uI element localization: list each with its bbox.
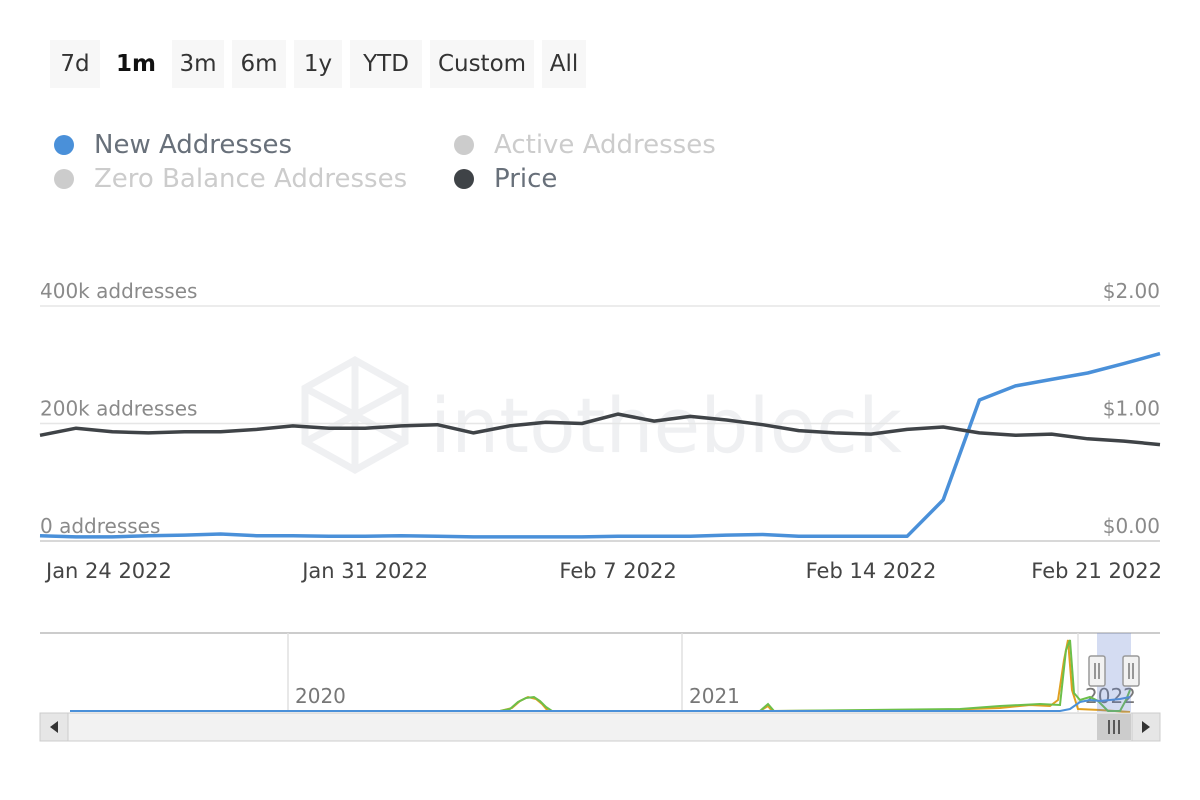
y-left-tick-label: 400k addresses	[40, 279, 197, 303]
legend-item-zero-balance-addresses[interactable]: Zero Balance Addresses	[54, 164, 407, 194]
y-right-tick-label: $0.00	[1103, 514, 1160, 538]
y-left-tick-label: 200k addresses	[40, 397, 197, 421]
navigator-year-label: 2021	[689, 684, 740, 708]
range-button-custom[interactable]: Custom	[430, 40, 534, 88]
series-line-new-addresses	[39, 351, 1161, 539]
scroll-right-button[interactable]	[1131, 712, 1161, 742]
intotheblock-logo-icon	[301, 355, 409, 475]
x-tick-label: Feb 21 2022	[1031, 559, 1162, 583]
legend-label: Active Addresses	[494, 130, 716, 160]
range-button-7d[interactable]: 7d	[50, 40, 100, 88]
navigator-scrollbar-track[interactable]	[39, 712, 1161, 742]
watermark: intotheblock	[301, 355, 902, 475]
y-left-tick-label: 0 addresses	[40, 514, 160, 538]
series	[39, 351, 1161, 539]
legend-label: Price	[494, 164, 558, 194]
legend-dot-icon	[54, 135, 74, 155]
scrollbar-thumb[interactable]	[1097, 714, 1131, 740]
range-button-1m[interactable]: 1m	[108, 40, 164, 88]
legend-dot-icon	[54, 169, 74, 189]
scroll-left-button[interactable]	[39, 712, 69, 742]
axes: 0 addresses $0.00 200k addresses $1.00 400k …	[40, 279, 1162, 583]
range-button-3m[interactable]: 3m	[172, 40, 224, 88]
y-right-tick-label: $2.00	[1103, 279, 1160, 303]
navigator-handle[interactable]	[1122, 655, 1140, 687]
legend-label: Zero Balance Addresses	[94, 164, 408, 194]
legend-item-new-addresses[interactable]: New Addresses	[54, 130, 292, 160]
navigator-handle[interactable]	[1088, 655, 1106, 687]
legend-item-active-addresses[interactable]: Active Addresses	[454, 130, 716, 160]
navigator: 2020 2021 2022	[39, 632, 1161, 742]
watermark-text: intotheblock	[430, 381, 902, 470]
legend-label: New Addresses	[94, 130, 293, 160]
navigator-selection-window[interactable]	[1097, 633, 1131, 712]
navigator-year-label: 2020	[295, 684, 346, 708]
range-selector: 7d 1m 3m 6m 1y YTD Custom All	[50, 40, 594, 88]
x-tick-label: Feb 7 2022	[559, 559, 676, 583]
legend-dot-icon	[454, 169, 474, 189]
x-tick-label: Jan 31 2022	[300, 559, 428, 583]
arrow-right-icon	[1142, 721, 1150, 733]
navigator-year-label: 2022	[1085, 684, 1136, 708]
series-line-price	[39, 412, 1161, 447]
legend-dot-icon	[454, 135, 474, 155]
range-button-1y[interactable]: 1y	[294, 40, 342, 88]
legend-item-price[interactable]: Price	[454, 164, 557, 194]
navigator-series-line	[70, 639, 1131, 713]
range-button-ytd[interactable]: YTD	[350, 40, 422, 88]
arrow-left-icon	[50, 721, 58, 733]
y-right-tick-label: $1.00	[1103, 397, 1160, 421]
x-tick-label: Jan 24 2022	[44, 559, 172, 583]
range-button-6m[interactable]: 6m	[232, 40, 286, 88]
navigator-series-line	[70, 696, 1131, 712]
range-button-all[interactable]: All	[542, 40, 586, 88]
navigator-series-line	[70, 639, 1131, 713]
navigator-background	[40, 632, 1160, 712]
x-tick-label: Feb 14 2022	[806, 559, 937, 583]
grid	[40, 305, 1160, 542]
